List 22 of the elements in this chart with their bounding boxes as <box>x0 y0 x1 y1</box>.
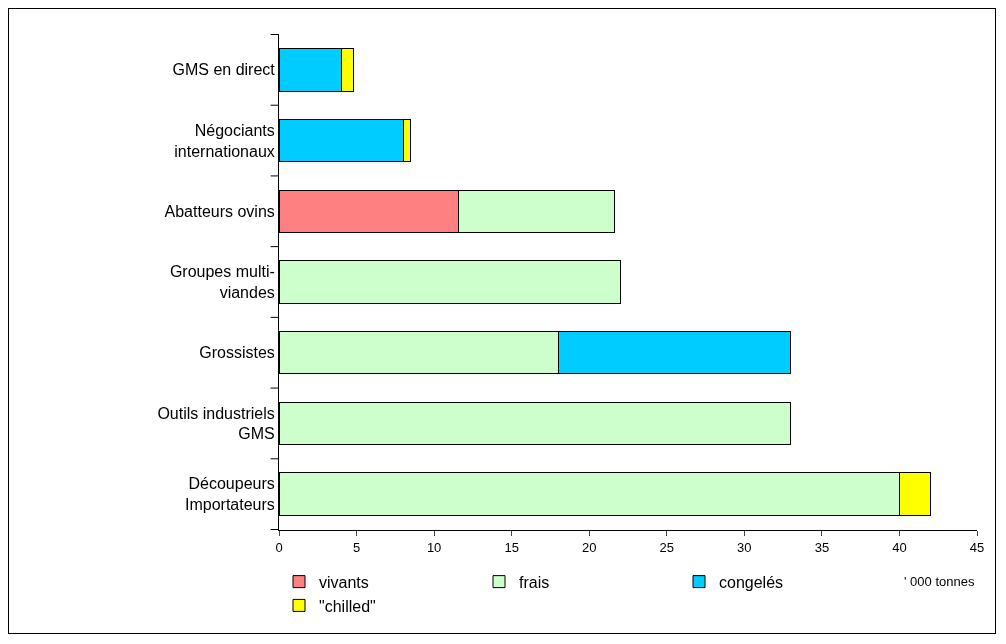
legend-label: "chilled" <box>319 597 376 615</box>
legend-label: vivants <box>319 573 369 591</box>
y-tick-label: Abatteurs ovins <box>164 202 275 220</box>
x-tick-label: 15 <box>504 539 519 555</box>
x-tick-label: 20 <box>581 539 597 555</box>
x-tick-label: 25 <box>659 539 675 555</box>
x-tick-label: 45 <box>969 539 985 555</box>
x-tick-label: 0 <box>275 539 283 555</box>
x-tick-label: 30 <box>737 539 752 555</box>
y-tick-label: Outils industriels GMS <box>157 404 275 443</box>
x-axis-title: ' 000 tonnes <box>904 574 975 589</box>
y-tick-label: Grossistes <box>199 344 275 362</box>
y-tick-label: Négociants internationaux <box>174 121 275 160</box>
legend-label: congelés <box>719 573 784 591</box>
y-tick-label: Groupes multi- viandes <box>169 263 275 301</box>
x-tick-label: 35 <box>814 539 830 555</box>
y-tick-label: Découpeurs Importateurs <box>184 475 275 514</box>
legend-label: frais <box>519 573 550 591</box>
x-tick-label: 10 <box>426 539 442 555</box>
y-tick-label: GMS en direct <box>172 61 276 79</box>
x-tick-label: 5 <box>352 539 361 555</box>
x-tick-label: 40 <box>892 539 907 555</box>
